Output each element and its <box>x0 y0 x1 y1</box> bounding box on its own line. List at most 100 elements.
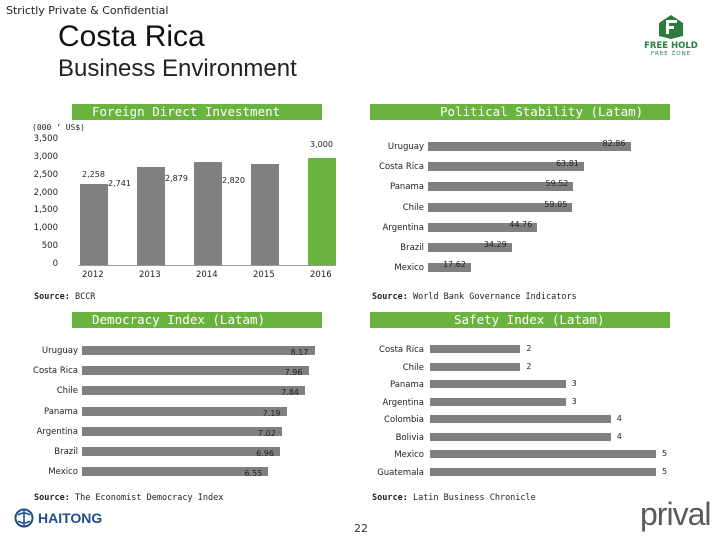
democracy-bar <box>82 386 306 396</box>
political-source: Source: World Bank Governance Indicators <box>372 292 577 302</box>
band-fdi: Foreign Direct Investment <box>72 104 322 120</box>
safety-bar <box>430 345 521 353</box>
band-political-label: Political Stability (Latam) <box>440 104 644 119</box>
political-bar <box>428 263 472 273</box>
fdi-x-tick: 2016 <box>310 270 332 280</box>
fdi-source-text: BCCR <box>74 292 96 302</box>
prival-wordmark: prival <box>640 496 711 532</box>
political-data-label: 59.05 <box>544 199 568 209</box>
fdi-y-tick: 0 <box>52 259 58 269</box>
democracy-data-label: 6.55 <box>244 469 263 479</box>
political-chart: Uruguay 82.86 Costa Rica 63.81 Panama 59.52 Ch… <box>379 139 631 274</box>
democracy-bar <box>82 447 281 456</box>
democracy-data-label: 8.17 <box>290 348 309 357</box>
fdi-axis <box>78 265 336 266</box>
fdi-y-tick: 3,500 <box>33 134 58 144</box>
democracy-chart: Uruguay 8.17 Costa Rica 7.96 Chile 7.84 Panama… <box>0 0 360 500</box>
safety-source-text: Latin Business Chronicle <box>412 493 536 503</box>
safety-data-label: 4 <box>616 431 622 441</box>
democracy-category-label: Argentina <box>36 426 78 437</box>
democracy-category-label: Brazil <box>54 447 78 457</box>
safety-category-label: Argentina <box>382 397 424 408</box>
fdi-y-tick: 1,000 <box>33 223 58 234</box>
democracy-category-label: Panama <box>43 406 78 417</box>
democracy-data-label: 7.02 <box>257 428 276 438</box>
political-category-label: Mexico <box>394 263 424 274</box>
fdi-data-label: 2,741 <box>108 179 131 189</box>
democracy-data-label: 7.96 <box>284 368 303 378</box>
safety-category-label: Costa Rica <box>379 345 424 355</box>
fdi-y-tick: 1,500 <box>33 205 58 216</box>
haitong-wordmark: HAITONG <box>38 510 103 526</box>
political-category-label: Argentina <box>382 222 424 233</box>
safety-category-label: Panama <box>389 380 424 390</box>
political-data-label: 63.81 <box>555 159 579 169</box>
logo-tagline: FREE ZONE <box>650 51 692 57</box>
fdi-source: Source: BCCR <box>34 292 95 302</box>
fdi-x-tick: 2013 <box>139 270 161 280</box>
fdi-bar <box>194 162 222 265</box>
safety-chart: Costa Rica 2 Chile 2 Panama 3 Argentina 3 Colomb… <box>377 344 668 478</box>
safety-data-label: 5 <box>662 449 668 458</box>
fdi-data-label: 2,820 <box>222 176 245 186</box>
safety-category-label: Mexico <box>394 450 424 460</box>
political-data-label: 44.76 <box>509 219 533 229</box>
band-democracy-label: Democracy Index (Latam) <box>92 312 266 327</box>
democracy-source-text: The Economist Democracy Index <box>74 493 224 503</box>
political-data-label: 59.52 <box>545 179 569 189</box>
political-bar <box>428 162 584 172</box>
free-hold-logo: FREE HOLD FREE ZONE <box>640 14 702 58</box>
safety-bar <box>430 362 521 371</box>
democracy-category-label: Mexico <box>48 467 78 478</box>
political-bar <box>428 243 512 252</box>
democracy-source: Source: The Economist Democracy Index <box>34 493 223 503</box>
safety-bar <box>430 432 611 441</box>
fdi-y-tick: 3,000 <box>33 151 58 162</box>
political-bar <box>428 142 631 151</box>
political-category-label: Panama <box>389 182 424 193</box>
political-category-label: Costa Rica <box>379 162 424 173</box>
page-title: Costa Rica <box>58 20 205 53</box>
political-category-label: Brazil <box>400 243 424 253</box>
safety-data-label: 5 <box>662 466 668 476</box>
democracy-bar <box>82 467 269 477</box>
fdi-x-tick: 2012 <box>82 270 104 280</box>
democracy-source-label: Source: <box>34 493 70 503</box>
logo-name: FREE HOLD <box>644 41 698 51</box>
fdi-data-label: 2,879 <box>165 174 188 184</box>
fdi-unit-label: (000 ’ US$) <box>32 123 85 132</box>
fdi-bar <box>251 164 279 265</box>
fdi-data-label: 2,258 <box>82 170 105 180</box>
political-data-label: 82.86 <box>602 139 626 148</box>
political-bar <box>428 182 574 192</box>
democracy-bar <box>82 426 282 436</box>
democracy-data-label: 6.96 <box>256 449 274 458</box>
prival-logo: prival <box>640 496 716 536</box>
democracy-category-label: Costa Rica <box>33 366 78 377</box>
fdi-bar <box>80 184 108 265</box>
safety-bar <box>430 415 611 423</box>
band-safety-label: Safety Index (Latam) <box>454 312 605 327</box>
fdi-y-tick: 500 <box>41 241 58 252</box>
political-bar <box>428 222 538 232</box>
political-source-text: World Bank Governance Indicators <box>412 292 577 302</box>
political-source-label: Source: <box>372 292 408 302</box>
safety-bar <box>430 467 656 476</box>
democracy-data-label: 7.84 <box>281 388 300 398</box>
safety-data-label: 2 <box>526 344 532 353</box>
political-bar <box>428 202 573 212</box>
safety-bar <box>430 380 566 388</box>
safety-source-label: Source: <box>372 493 408 503</box>
safety-data-label: 3 <box>571 396 577 406</box>
democracy-category-label: Chile <box>56 386 78 397</box>
fdi-y-tick: 2,000 <box>33 187 58 198</box>
safety-bar <box>430 450 656 458</box>
fdi-x-tick: 2014 <box>196 270 218 280</box>
band-democracy: Democracy Index (Latam) <box>72 312 322 328</box>
fdi-data-label: 3,000 <box>310 139 333 149</box>
safety-category-label: Colombia <box>384 415 424 425</box>
fdi-bar <box>308 157 336 265</box>
band-fdi-label: Foreign Direct Investment <box>92 104 281 119</box>
fdi-y-tick: 2,500 <box>33 169 58 180</box>
safety-data-label: 3 <box>571 379 577 388</box>
